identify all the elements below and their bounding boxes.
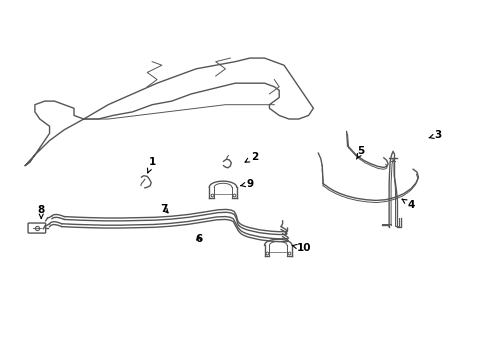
Text: 9: 9 [241,179,253,189]
Text: 3: 3 [429,130,441,140]
Text: 2: 2 [245,152,258,162]
Text: 1: 1 [147,157,156,173]
Text: 4: 4 [402,199,415,210]
Text: 8: 8 [38,206,45,219]
Text: 6: 6 [195,234,202,244]
Text: 5: 5 [356,146,365,159]
Text: 7: 7 [161,204,168,214]
Text: 10: 10 [293,243,311,253]
